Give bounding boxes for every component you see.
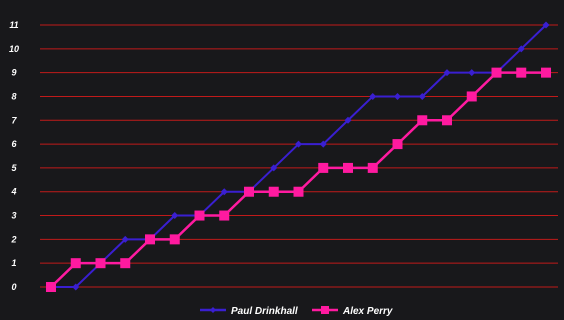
legend: Paul Drinkhall Alex Perry <box>200 306 393 317</box>
y-tick-label: 4 <box>10 187 16 197</box>
y-tick-label: 5 <box>11 163 17 173</box>
y-tick-label: 2 <box>10 234 16 244</box>
data-point <box>72 283 80 291</box>
data-point <box>392 139 403 150</box>
y-tick-label: 0 <box>11 282 16 292</box>
data-point <box>120 258 131 269</box>
data-point <box>220 188 228 196</box>
data-point <box>145 234 155 245</box>
data-point <box>516 67 527 78</box>
data-point <box>194 210 205 221</box>
data-point <box>468 69 476 77</box>
data-point <box>171 212 179 220</box>
legend-marker <box>321 306 329 314</box>
data-point <box>295 140 302 148</box>
data-point <box>466 91 477 102</box>
data-point <box>121 235 129 243</box>
data-point <box>244 186 254 197</box>
data-point <box>219 210 230 221</box>
legend-entry-2: Alex Perry <box>312 306 393 317</box>
data-point <box>369 92 377 100</box>
y-tick-label: 3 <box>11 211 16 221</box>
y-tick-label: 9 <box>11 68 16 78</box>
y-tick-label: 7 <box>11 115 17 125</box>
y-tick-label: 11 <box>9 20 18 30</box>
data-point <box>443 69 451 77</box>
legend-label: Alex Perry <box>342 306 393 317</box>
data-point <box>70 258 81 269</box>
series-group <box>46 21 551 292</box>
legend-label: Paul Drinkhall <box>231 306 298 317</box>
data-point <box>541 67 551 78</box>
y-tick-label: 6 <box>11 139 17 149</box>
data-point <box>268 186 279 197</box>
data-point <box>344 116 352 124</box>
data-point <box>491 67 502 78</box>
data-point <box>343 162 353 173</box>
data-point <box>542 21 550 29</box>
data-point <box>517 45 525 53</box>
y-tick-label: 8 <box>11 91 16 101</box>
series-2 <box>46 67 551 292</box>
data-point <box>270 164 278 172</box>
data-point <box>319 140 327 148</box>
data-point <box>367 162 378 173</box>
data-point <box>169 234 180 245</box>
legend-entry-1: Paul Drinkhall <box>200 306 298 317</box>
y-tick-label: 1 <box>11 258 16 268</box>
y-tick-label: 10 <box>9 44 19 54</box>
y-axis-ticks: 0 1 2 3 4 5 6 7 8 9 10 11 <box>9 20 19 292</box>
data-point <box>394 92 401 100</box>
data-point <box>293 186 304 197</box>
data-point <box>442 115 452 126</box>
data-point <box>46 282 56 292</box>
legend-marker <box>210 307 216 313</box>
data-point <box>418 92 426 100</box>
data-point <box>318 162 329 173</box>
data-point <box>417 115 428 126</box>
data-point <box>95 258 106 269</box>
